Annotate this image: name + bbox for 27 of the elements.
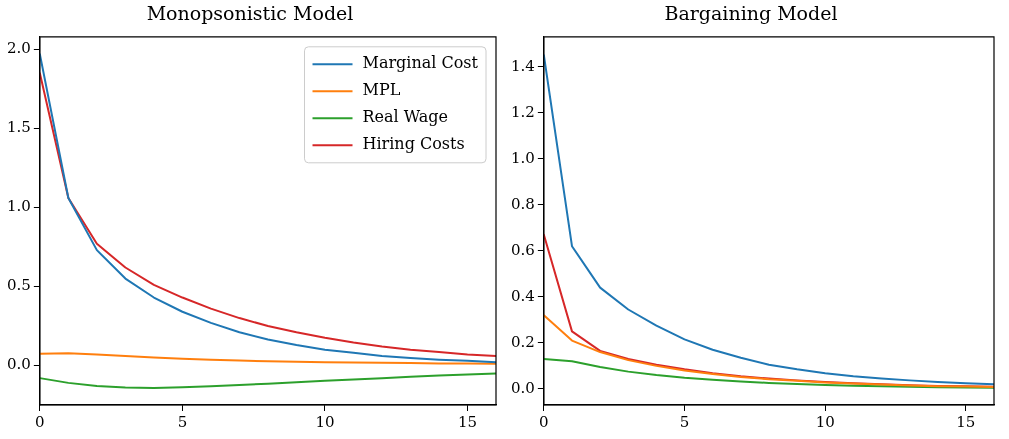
y-tick-label: 0.8 [511,194,535,213]
x-tick-label: 5 [177,412,188,431]
y-tick-label: 2.0 [7,39,31,58]
y-tick-label: 0.5 [7,276,31,295]
legend-label: MPL [362,80,401,100]
x-tick-label: 0 [35,412,45,431]
y-tick-label: 1.4 [511,56,535,75]
legend-label: Hiring Costs [362,134,465,154]
legend-label: Real Wage [362,107,449,127]
chart-title: Monopsonistic Model [146,2,354,25]
x-tick-label: 15 [457,412,478,431]
y-tick-label: 0.0 [7,355,31,374]
x-tick-label: 5 [679,412,690,431]
y-tick-label: 0.2 [511,332,535,351]
legend-label: Marginal Cost [362,53,479,73]
y-tick-label: 0.6 [511,240,535,259]
y-tick-label: 1.0 [511,148,535,167]
y-tick-label: 1.5 [7,118,31,137]
x-tick-label: 10 [315,412,335,431]
y-tick-label: 0.4 [511,286,535,305]
y-tick-label: 1.2 [511,102,535,121]
chart-title: Bargaining Model [664,2,838,25]
x-tick-label: 0 [539,412,549,431]
x-tick-label: 15 [956,412,976,431]
x-tick-label: 10 [815,412,835,431]
y-tick-label: 1.0 [7,197,31,216]
y-tick-label: 0.0 [511,378,535,397]
